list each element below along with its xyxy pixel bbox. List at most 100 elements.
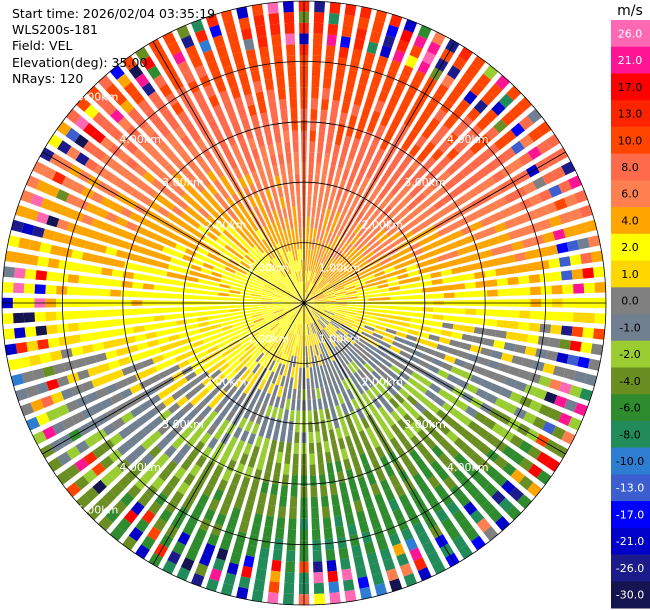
velocity-gate (348, 148, 357, 161)
velocity-gate (69, 334, 81, 345)
colorbar-tick: -17.0 (616, 509, 644, 522)
velocity-gate (285, 332, 292, 343)
velocity-gate (283, 185, 289, 197)
velocity-gate (347, 299, 358, 302)
velocity-gate (145, 230, 158, 240)
velocity-gate (562, 312, 574, 322)
velocity-gate (202, 336, 214, 344)
velocity-gate (461, 460, 475, 474)
velocity-gate (174, 243, 187, 253)
velocity-gate (236, 6, 249, 20)
velocity-gate (35, 381, 49, 395)
velocity-gate (357, 307, 369, 311)
velocity-gate (304, 303, 312, 311)
velocity-gate (203, 202, 215, 214)
velocity-gate (332, 144, 341, 156)
velocity-gate (440, 329, 453, 337)
velocity-gate (284, 141, 291, 154)
velocity-gate (198, 387, 210, 399)
velocity-gate (70, 210, 84, 222)
velocity-gate (249, 374, 259, 386)
velocity-gate (274, 287, 285, 294)
velocity-gate (257, 36, 268, 49)
velocity-gate (55, 404, 70, 417)
velocity-gate (532, 176, 547, 190)
velocity-gate (313, 572, 324, 584)
velocity-gate (527, 445, 542, 460)
velocity-gate (427, 192, 440, 204)
velocity-gate (380, 340, 392, 349)
velocity-gate (296, 260, 300, 272)
velocity-gate (267, 278, 278, 286)
velocity-gate (162, 395, 175, 407)
radial-line (42, 151, 305, 304)
velocity-gate (241, 240, 252, 251)
velocity-gate (208, 197, 220, 209)
velocity-gate (214, 222, 226, 233)
velocity-gate (587, 235, 601, 248)
velocity-gate (261, 268, 271, 277)
velocity-gate (207, 533, 220, 547)
velocity-gate (511, 355, 524, 366)
velocity-gate (159, 508, 173, 523)
velocity-gate (518, 225, 531, 237)
velocity-gate (213, 402, 225, 414)
velocity-gate (362, 271, 374, 278)
velocity-gate (301, 303, 304, 314)
velocity-gate (374, 213, 385, 225)
velocity-gate (279, 98, 288, 111)
velocity-gate (229, 315, 241, 320)
velocity-gate (469, 435, 483, 449)
velocity-gate (205, 578, 219, 592)
velocity-gate (370, 385, 381, 397)
velocity-gate (179, 164, 191, 177)
velocity-gate (305, 346, 308, 357)
velocity-gate (378, 292, 390, 297)
velocity-gate (141, 452, 155, 466)
velocity-gate (149, 430, 162, 443)
velocity-gate (291, 311, 299, 322)
velocity-gate (121, 182, 135, 195)
velocity-gate (485, 465, 500, 480)
velocity-gate (102, 423, 117, 436)
velocity-gate (535, 348, 548, 359)
velocity-gate (300, 324, 303, 336)
velocity-gate (381, 358, 393, 368)
velocity-gate (172, 141, 185, 155)
velocity-gate (345, 288, 357, 293)
velocity-gate (318, 252, 325, 263)
velocity-gate (206, 170, 218, 183)
velocity-gate (47, 337, 60, 348)
velocity-gate (294, 312, 300, 323)
velocity-gate (497, 362, 511, 374)
velocity-gate (284, 293, 295, 299)
velocity-gate (438, 388, 451, 400)
velocity-gate (240, 313, 252, 318)
velocity-gate (518, 369, 531, 381)
velocity-gate (267, 450, 276, 462)
velocity-gate (306, 227, 310, 239)
velocity-gate (375, 248, 387, 258)
velocity-gate (567, 416, 582, 431)
velocity-gate (134, 264, 147, 273)
velocity-gate (338, 239, 347, 250)
velocity-gate (393, 109, 406, 123)
velocity-gate (190, 573, 205, 587)
velocity-gate (322, 77, 332, 89)
velocity-gate (92, 254, 105, 264)
velocity-gate (498, 93, 514, 109)
velocity-gate (249, 348, 259, 358)
velocity-gate (269, 570, 281, 583)
velocity-gate (240, 288, 252, 293)
velocity-gate (301, 335, 303, 347)
velocity-gate (362, 328, 374, 335)
velocity-gate (319, 120, 327, 132)
velocity-gate (165, 278, 177, 285)
velocity-gate (321, 88, 331, 100)
velocity-gate (510, 469, 525, 484)
velocity-gate (333, 284, 344, 291)
velocity-gate (219, 419, 230, 432)
velocity-gate (333, 223, 341, 235)
velocity-gate (279, 266, 287, 277)
velocity-gate (132, 317, 144, 324)
